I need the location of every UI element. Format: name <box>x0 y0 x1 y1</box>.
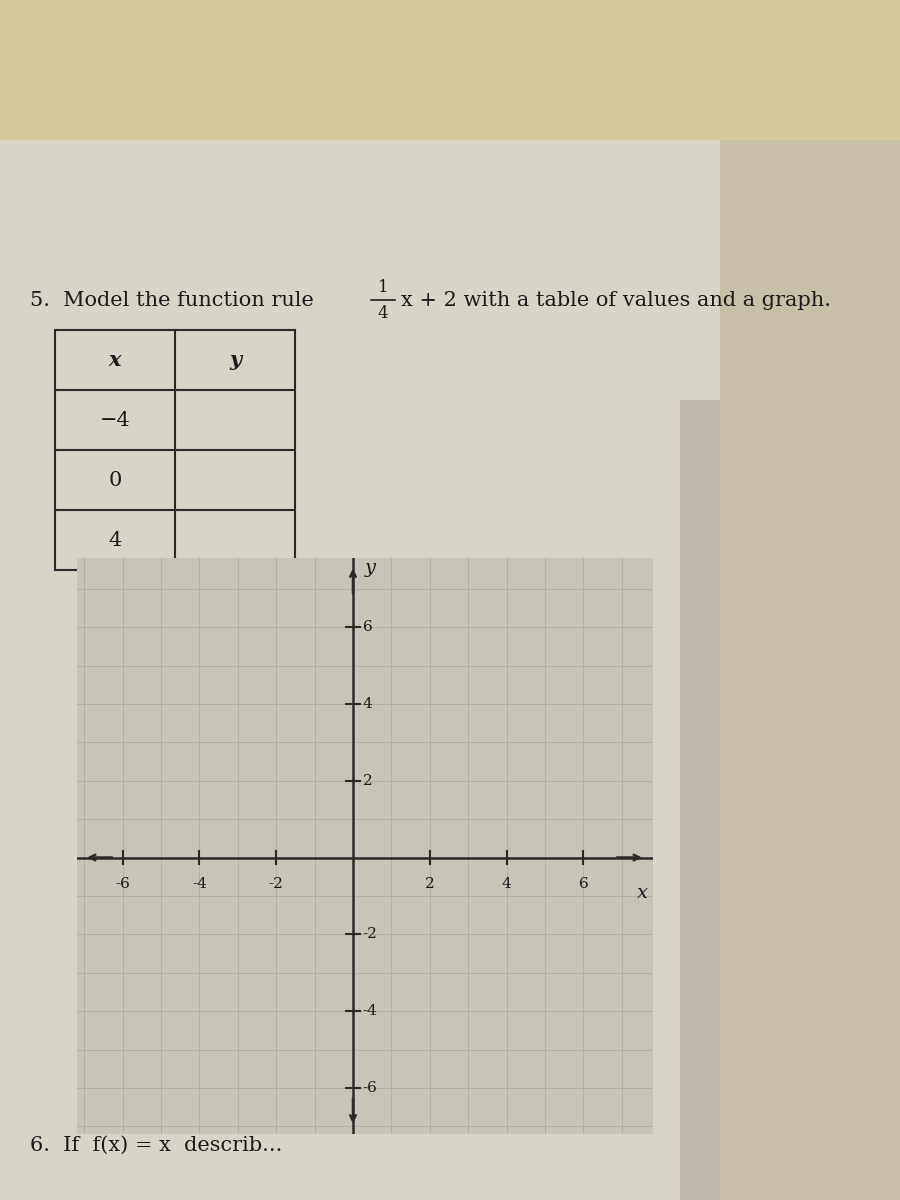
Text: -4: -4 <box>363 1004 377 1018</box>
Text: -4: -4 <box>192 877 207 890</box>
Text: 4: 4 <box>363 697 373 710</box>
Text: -2: -2 <box>269 877 284 890</box>
Bar <box>0 0 900 140</box>
Bar <box>720 140 900 1200</box>
Text: 1: 1 <box>378 280 388 296</box>
Text: -2: -2 <box>363 928 377 941</box>
Text: 6: 6 <box>579 877 589 890</box>
Text: y: y <box>364 559 375 577</box>
Text: -6: -6 <box>115 877 130 890</box>
Bar <box>0 140 720 1200</box>
Text: 2: 2 <box>363 774 373 787</box>
Text: 4: 4 <box>501 877 511 890</box>
Text: 4: 4 <box>378 305 388 322</box>
Text: 4: 4 <box>108 530 122 550</box>
Text: x: x <box>109 350 122 370</box>
Text: 0: 0 <box>108 470 122 490</box>
Text: -6: -6 <box>363 1081 377 1094</box>
Text: 5.  Model the function rule: 5. Model the function rule <box>30 290 320 310</box>
Text: 2: 2 <box>425 877 435 890</box>
Text: −4: −4 <box>100 410 130 430</box>
Text: x + 2 with a table of values and a graph.: x + 2 with a table of values and a graph… <box>401 290 831 310</box>
Text: y: y <box>229 350 241 370</box>
Bar <box>680 400 740 1200</box>
Text: 6: 6 <box>363 620 373 634</box>
Text: x: x <box>637 884 648 902</box>
Text: 6.  If  f(x) = x  describ...: 6. If f(x) = x describ... <box>30 1135 283 1154</box>
